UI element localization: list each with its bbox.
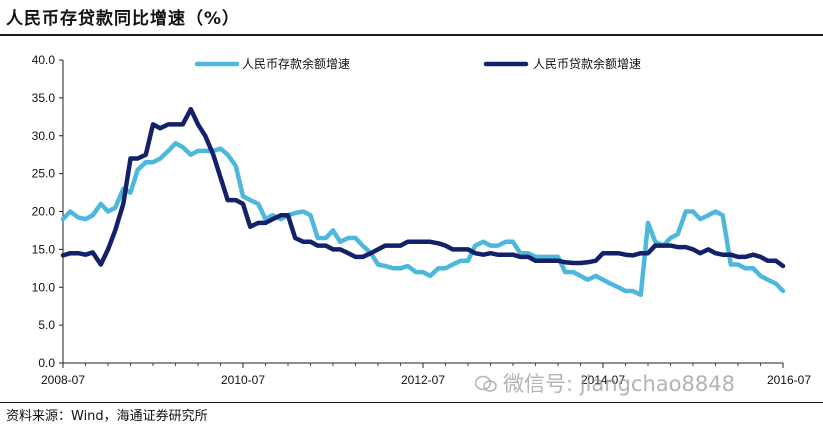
source-divider — [0, 402, 823, 403]
title-divider — [0, 34, 823, 36]
watermark: 微信号: jiangchao8848 — [475, 368, 735, 398]
x-tick-label: 2010-07 — [221, 373, 265, 387]
y-tick-label: 40.0 — [32, 53, 56, 67]
y-tick-label: 0.0 — [38, 356, 55, 370]
wechat-logo-icon — [475, 375, 497, 392]
chart-title: 人民币存贷款同比增速（%） — [6, 9, 241, 29]
line-chart: 0.0 5.0 10.0 15.0 20.0 25.0 30.0 35.0 40.0 2008-0… — [32, 53, 812, 387]
deposit-growth-line — [60, 141, 786, 298]
y-tick-label: 10.0 — [32, 280, 56, 294]
y-tick-label: 15.0 — [32, 242, 56, 256]
y-tick-label: 35.0 — [32, 91, 56, 105]
y-tick-label: 20.0 — [32, 205, 56, 219]
y-tick-label: 5.0 — [38, 318, 55, 332]
y-tick-label: 30.0 — [32, 129, 56, 143]
legend-label-deposit: 人民币存款余额增速 — [242, 56, 350, 71]
x-tick-label: 2012-07 — [401, 373, 445, 387]
loan-growth-line — [60, 106, 786, 269]
x-tick-label: 2008-07 — [41, 373, 85, 387]
x-tick-label: 2014-07 — [581, 373, 625, 387]
legend-label-loan: 人民币贷款余额增速 — [533, 56, 641, 71]
watermark-text: 微信号: jiangchao8848 — [503, 372, 735, 396]
source-note: 资料来源：Wind，海通证券研究所 — [6, 409, 208, 424]
y-tick-label: 25.0 — [32, 167, 56, 181]
x-tick-label: 2016-07 — [767, 373, 811, 387]
